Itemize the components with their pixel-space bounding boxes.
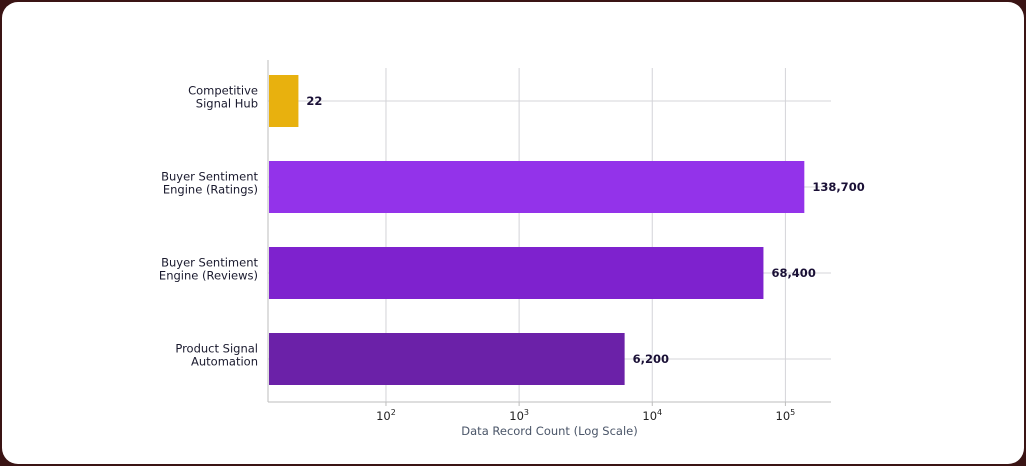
value-label-0: 22 bbox=[306, 94, 322, 108]
value-label-2: 68,400 bbox=[771, 266, 815, 280]
bar-3[interactable] bbox=[269, 333, 625, 385]
x-tick-label-0: 102 bbox=[376, 408, 396, 423]
value-label-3: 6,200 bbox=[633, 352, 669, 366]
category-label-1-0: Buyer Sentiment bbox=[161, 170, 258, 184]
category-label-0-1: Signal Hub bbox=[196, 97, 258, 111]
bar-0[interactable] bbox=[269, 75, 299, 127]
x-tick-label-1: 103 bbox=[509, 408, 529, 423]
x-tick-label-2: 104 bbox=[642, 408, 662, 423]
category-label-2-0: Buyer Sentiment bbox=[161, 256, 258, 270]
value-label-1: 138,700 bbox=[812, 180, 864, 194]
bar-2[interactable] bbox=[269, 247, 764, 299]
category-label-3-1: Automation bbox=[191, 355, 258, 369]
bar-1[interactable] bbox=[269, 161, 805, 213]
category-label-0-0: Competitive bbox=[188, 84, 258, 98]
x-tick-label-3: 105 bbox=[776, 408, 796, 423]
category-label-1-1: Engine (Ratings) bbox=[163, 183, 258, 197]
category-label-3-0: Product Signal bbox=[175, 342, 258, 356]
category-label-2-1: Engine (Reviews) bbox=[159, 269, 258, 283]
x-axis-title: Data Record Count (Log Scale) bbox=[461, 424, 637, 438]
